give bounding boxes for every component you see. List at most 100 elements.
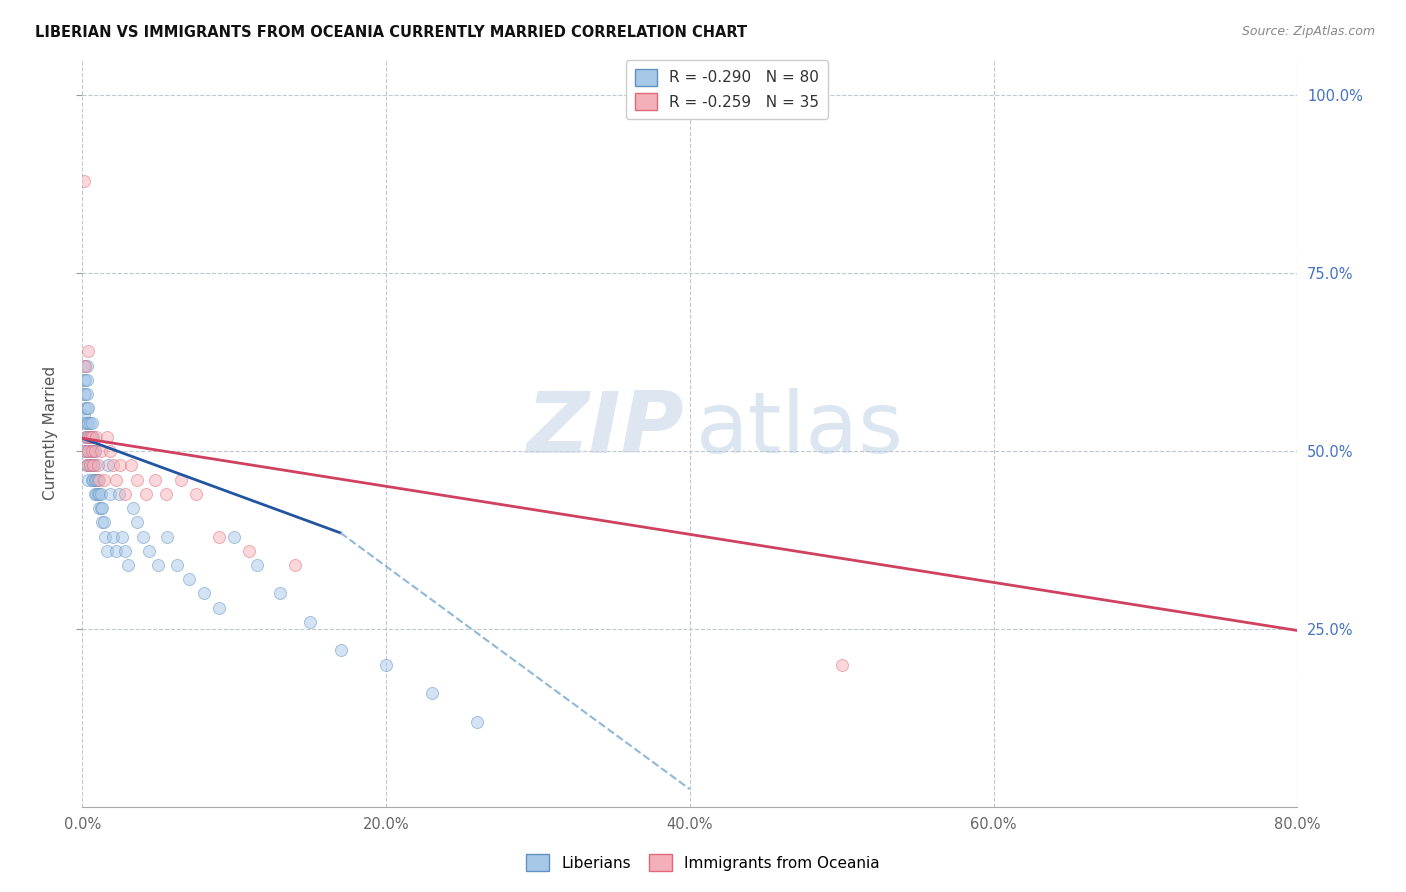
Point bbox=[110, 458, 132, 473]
Point bbox=[75, 416, 97, 430]
Text: LIBERIAN VS IMMIGRANTS FROM OCEANIA CURRENTLY MARRIED CORRELATION CHART: LIBERIAN VS IMMIGRANTS FROM OCEANIA CURR… bbox=[35, 25, 747, 40]
Point bbox=[155, 487, 177, 501]
Point bbox=[79, 416, 101, 430]
Point bbox=[127, 515, 149, 529]
Point bbox=[73, 373, 96, 387]
Point bbox=[77, 444, 100, 458]
Point bbox=[83, 473, 105, 487]
Point bbox=[82, 458, 104, 473]
Y-axis label: Currently Married: Currently Married bbox=[44, 367, 58, 500]
Point bbox=[98, 487, 121, 501]
Point bbox=[76, 458, 98, 473]
Point bbox=[75, 359, 97, 373]
Text: Source: ZipAtlas.com: Source: ZipAtlas.com bbox=[1241, 25, 1375, 38]
Point bbox=[94, 529, 117, 543]
Point bbox=[75, 401, 97, 416]
Point bbox=[75, 373, 97, 387]
Point bbox=[420, 686, 443, 700]
Point bbox=[83, 458, 105, 473]
Point bbox=[80, 444, 103, 458]
Point bbox=[73, 387, 96, 401]
Point bbox=[120, 458, 142, 473]
Point bbox=[89, 473, 111, 487]
Point bbox=[111, 529, 134, 543]
Point bbox=[83, 487, 105, 501]
Point bbox=[208, 529, 231, 543]
Point bbox=[80, 458, 103, 473]
Point bbox=[84, 487, 107, 501]
Point bbox=[77, 444, 100, 458]
Point bbox=[79, 444, 101, 458]
Point bbox=[127, 473, 149, 487]
Point bbox=[76, 401, 98, 416]
Point bbox=[246, 558, 269, 572]
Point bbox=[143, 473, 166, 487]
Point bbox=[224, 529, 246, 543]
Point bbox=[80, 430, 103, 444]
Point bbox=[132, 529, 155, 543]
Point bbox=[104, 473, 127, 487]
Point bbox=[465, 714, 488, 729]
Point bbox=[80, 473, 103, 487]
Point bbox=[91, 501, 114, 516]
Point bbox=[86, 473, 108, 487]
Point bbox=[86, 458, 108, 473]
Point bbox=[73, 409, 96, 423]
Point bbox=[80, 416, 103, 430]
Point bbox=[79, 430, 101, 444]
Point bbox=[93, 473, 115, 487]
Point bbox=[84, 430, 107, 444]
Point bbox=[76, 458, 98, 473]
Point bbox=[73, 359, 96, 373]
Point bbox=[75, 444, 97, 458]
Point bbox=[170, 473, 193, 487]
Point bbox=[831, 657, 853, 672]
Point bbox=[114, 543, 136, 558]
Point bbox=[76, 387, 98, 401]
Point bbox=[90, 501, 112, 516]
Point bbox=[269, 586, 291, 600]
Point bbox=[77, 473, 100, 487]
Point bbox=[108, 487, 131, 501]
Point bbox=[76, 359, 98, 373]
Point bbox=[177, 572, 200, 586]
Point bbox=[101, 458, 124, 473]
Point bbox=[77, 344, 100, 359]
Point bbox=[138, 543, 160, 558]
Point bbox=[156, 529, 179, 543]
Point bbox=[79, 458, 101, 473]
Point bbox=[375, 657, 398, 672]
Point bbox=[284, 558, 307, 572]
Point bbox=[135, 487, 157, 501]
Point bbox=[80, 444, 103, 458]
Point bbox=[82, 458, 104, 473]
Point bbox=[121, 501, 143, 516]
Point bbox=[76, 430, 98, 444]
Point bbox=[89, 501, 111, 516]
Point bbox=[104, 543, 127, 558]
Point bbox=[83, 444, 105, 458]
Point bbox=[96, 543, 118, 558]
Point bbox=[82, 473, 104, 487]
Point bbox=[73, 173, 96, 187]
Point bbox=[91, 515, 114, 529]
Point bbox=[76, 444, 98, 458]
Point bbox=[80, 430, 103, 444]
Point bbox=[89, 487, 111, 501]
Point bbox=[75, 430, 97, 444]
Point bbox=[98, 444, 121, 458]
Point bbox=[79, 458, 101, 473]
Point bbox=[101, 529, 124, 543]
Point bbox=[82, 444, 104, 458]
Point bbox=[93, 515, 115, 529]
Point bbox=[75, 444, 97, 458]
Point bbox=[299, 615, 322, 629]
Point bbox=[90, 444, 112, 458]
Point bbox=[90, 487, 112, 501]
Text: atlas: atlas bbox=[696, 388, 904, 471]
Point bbox=[238, 543, 260, 558]
Point bbox=[114, 487, 136, 501]
Point bbox=[96, 430, 118, 444]
Legend: Liberians, Immigrants from Oceania: Liberians, Immigrants from Oceania bbox=[520, 848, 886, 877]
Point bbox=[148, 558, 170, 572]
